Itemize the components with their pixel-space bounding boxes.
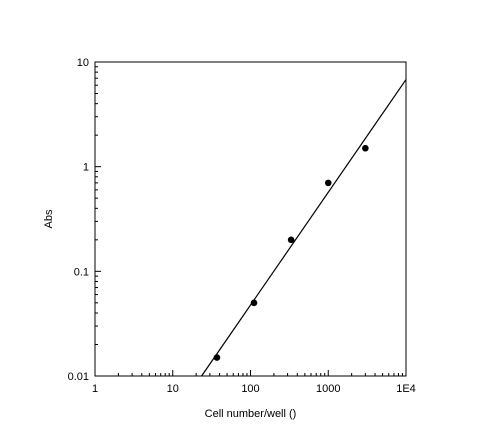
y-axis-title: Abs [43, 209, 55, 228]
x-tick-label: 1000 [316, 383, 340, 395]
data-point [324, 179, 332, 187]
y-tick-label: 10 [77, 57, 89, 69]
data-point [362, 144, 369, 152]
y-tick-label: 0.01 [68, 371, 89, 383]
minor-ticks [95, 66, 403, 376]
fit-line [201, 79, 407, 377]
major-ticks [94, 61, 407, 377]
data-point [250, 299, 258, 307]
plot-area-frame [94, 61, 407, 377]
y-tick-label: 1 [83, 162, 89, 174]
x-tick-label: 10 [167, 383, 179, 395]
x-tick-label: 100 [241, 383, 259, 395]
y-tick-labels: 0.01 0.1 1 10 [68, 57, 89, 383]
y-tick-label: 0.1 [74, 266, 89, 278]
x-tick-label: 1 [92, 383, 98, 395]
x-axis-title: Cell number/well () [205, 408, 297, 420]
data-points [213, 144, 369, 361]
data-point [287, 236, 295, 244]
x-tick-labels: 1 10 100 1000 1E4 [92, 383, 416, 395]
data-point [213, 354, 221, 361]
x-tick-label: 1E4 [396, 383, 416, 395]
